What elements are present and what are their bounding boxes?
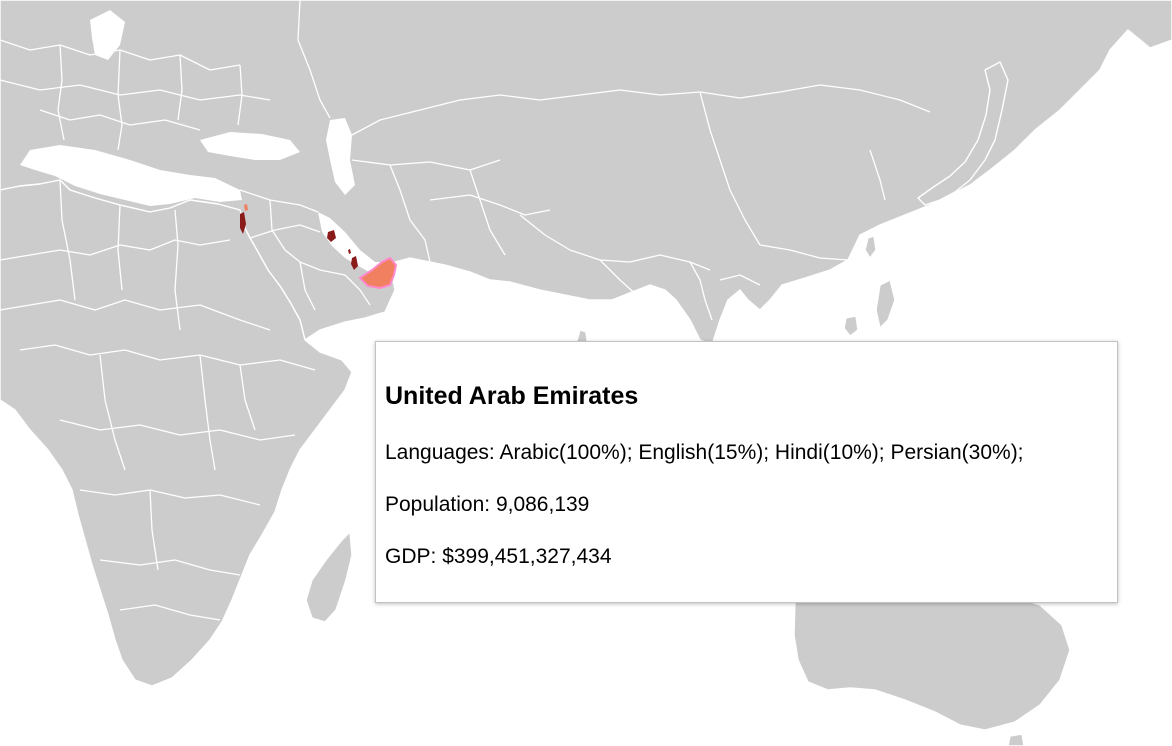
country-qatar[interactable] (351, 256, 358, 270)
country-bahrain[interactable] (348, 249, 351, 254)
baltic-sea (90, 10, 125, 60)
country-lebanon[interactable] (244, 204, 248, 211)
tooltip-languages: Languages: Arabic(100%); English(15%); H… (385, 440, 1108, 466)
caspian-sea (326, 118, 355, 195)
japan[interactable] (917, 61, 1009, 206)
madagascar[interactable] (305, 531, 353, 623)
tooltip-languages-value: Arabic(100%); English(15%); Hindi(10%); … (499, 441, 1024, 464)
taiwan[interactable] (864, 235, 877, 259)
country-tooltip: United Arab Emirates Languages: Arabic(1… (375, 341, 1118, 603)
black-sea (200, 132, 300, 160)
tooltip-gdp-label: GDP: (385, 545, 437, 568)
country-united-arab-emirates[interactable] (358, 256, 398, 290)
africa-landmass[interactable] (0, 179, 353, 687)
tooltip-gdp: GDP: $399,451,327,434 (385, 544, 1108, 570)
tooltip-population: Population: 9,086,139 (385, 492, 1108, 518)
bay-of-bengal (610, 298, 672, 345)
africa-borders (0, 179, 316, 621)
country-borders (0, 0, 931, 321)
tooltip-languages-label: Languages: (385, 441, 495, 464)
tooltip-country-name: United Arab Emirates (385, 382, 639, 410)
borneo[interactable] (843, 315, 859, 337)
country-israel[interactable] (240, 212, 246, 234)
country-kuwait[interactable] (327, 230, 336, 242)
tooltip-population-label: Population: (385, 493, 491, 516)
tooltip-population-value: 9,086,139 (495, 493, 590, 516)
tooltip-gdp-value: $399,451,327,434 (442, 545, 612, 568)
mediterranean-sea (20, 145, 242, 206)
tasmania[interactable] (1007, 733, 1025, 746)
philippines[interactable] (875, 279, 896, 329)
persian-gulf (318, 212, 392, 278)
